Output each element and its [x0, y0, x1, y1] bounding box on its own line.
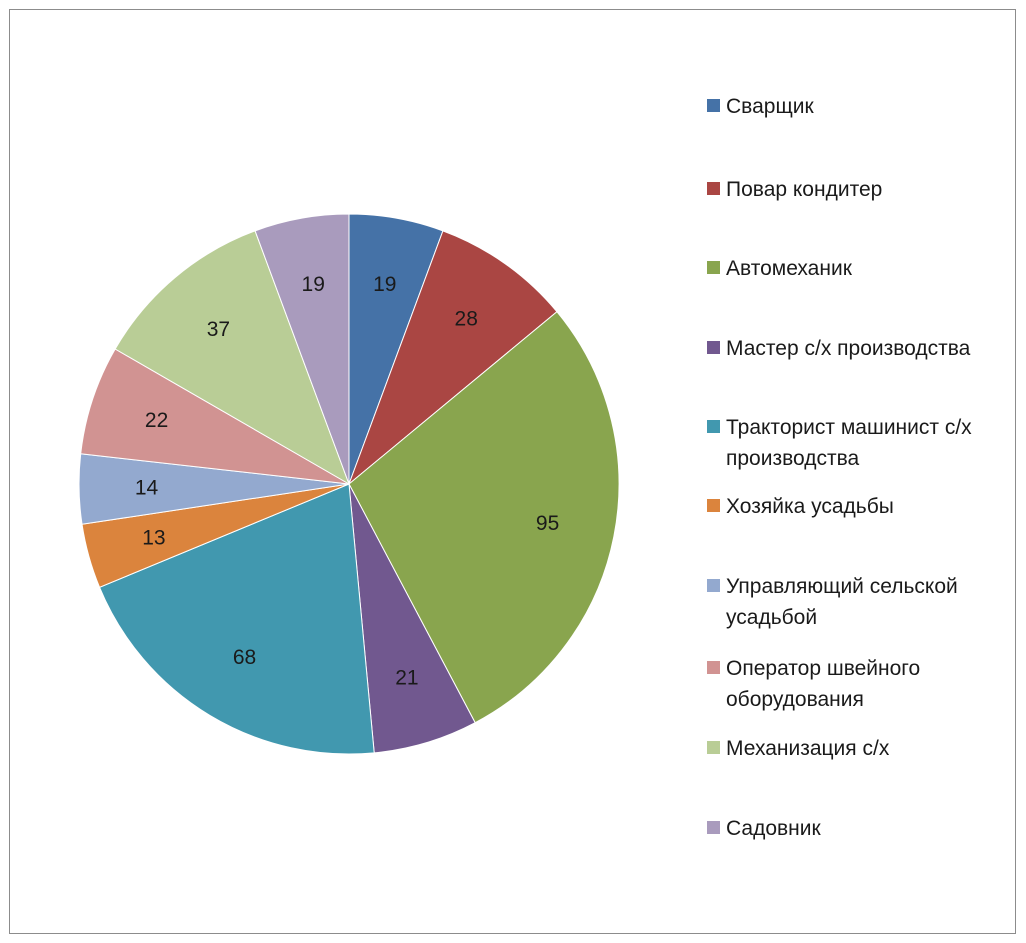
legend-item-6: Управляющий сельской усадьбой [707, 571, 996, 633]
data-label-8: 37 [207, 318, 230, 341]
legend-swatch-3 [707, 341, 720, 354]
legend-swatch-1 [707, 182, 720, 195]
legend-item-5: Хозяйка усадьбы [707, 491, 996, 522]
legend-swatch-0 [707, 99, 720, 112]
pie-slice-8 [114, 230, 350, 486]
legend-item-8: Механизация с/х [707, 733, 996, 764]
legend-swatch-7 [707, 661, 720, 674]
pie-slice-2 [348, 311, 620, 724]
legend-item-7: Оператор швейного оборудования [707, 653, 996, 715]
legend-swatch-4 [707, 420, 720, 433]
data-label-5: 13 [142, 527, 165, 550]
legend-item-1: Повар кондитер [707, 174, 996, 205]
legend-label-1: Повар кондитер [726, 178, 883, 201]
data-label-9: 19 [302, 273, 325, 296]
data-label-0: 19 [373, 273, 396, 296]
data-label-7: 22 [145, 409, 168, 432]
pie-slice-9 [254, 213, 350, 485]
data-label-3: 21 [395, 667, 418, 690]
data-label-1: 28 [455, 307, 478, 330]
legend-item-3: Мастер с/х производства [707, 333, 996, 364]
legend-label-3: Мастер с/х производства [726, 337, 971, 360]
data-label-4: 68 [233, 646, 256, 669]
legend-swatch-8 [707, 741, 720, 754]
legend-label-2: Автомеханик [726, 257, 852, 280]
legend-label-5: Хозяйка усадьбы [726, 495, 894, 518]
legend: Сварщик Повар кондитер Автомеханик Масте… [707, 0, 1007, 943]
legend-swatch-2 [707, 261, 720, 274]
legend-item-4: Тракторист машинист с/х производства [707, 412, 996, 474]
pie-slice-7 [80, 348, 350, 485]
data-label-6: 14 [135, 476, 159, 499]
legend-item-0: Сварщик [707, 91, 996, 122]
legend-swatch-6 [707, 579, 720, 592]
legend-swatch-5 [707, 499, 720, 512]
legend-swatch-9 [707, 821, 720, 834]
legend-label-8: Механизация с/х [726, 737, 890, 760]
legend-label-6: Управляющий сельской усадьбой [726, 575, 958, 629]
legend-label-0: Сварщик [726, 95, 814, 118]
legend-label-7: Оператор швейного оборудования [726, 657, 921, 711]
pie-slice-4 [98, 483, 375, 755]
legend-label-4: Тракторист машинист с/х производства [726, 416, 972, 470]
data-label-2: 95 [536, 512, 559, 535]
pie-slice-1 [347, 230, 558, 486]
legend-label-9: Садовник [726, 817, 821, 840]
legend-item-2: Автомеханик [707, 253, 996, 284]
legend-item-9: Садовник [707, 813, 996, 844]
